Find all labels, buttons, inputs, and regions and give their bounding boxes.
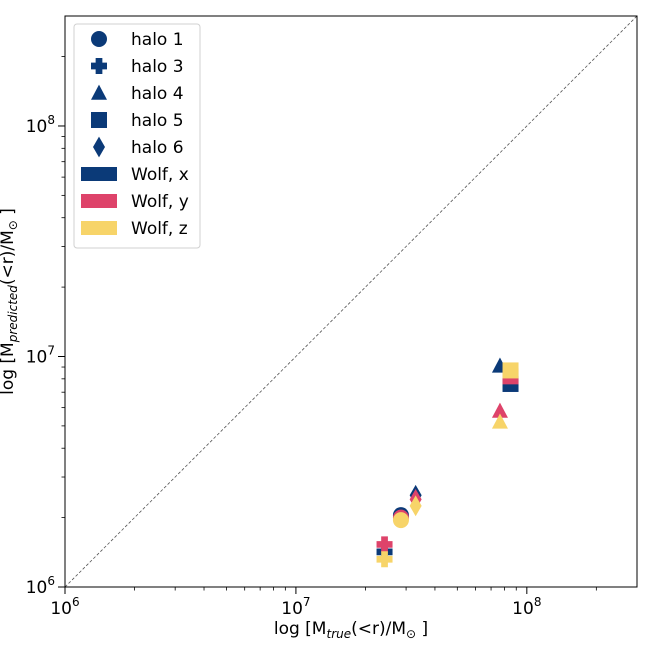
axes-frame <box>64 15 638 588</box>
legend-item: Wolf, y <box>81 192 189 212</box>
legend-rect-marker <box>81 194 117 208</box>
y-axis-label: log [Mpredicted(<r)/M⊙ ] <box>0 208 20 395</box>
legend: halo 1 halo 3 halo 4 halo 5 halo 6 Wolf, x Wol… <box>73 23 201 249</box>
legend-diamond-marker <box>93 136 105 158</box>
legend-item: halo 1 <box>91 30 184 50</box>
legend-label: halo 6 <box>131 138 184 158</box>
legend-rect-marker <box>81 167 117 181</box>
x-tick-label: 106 <box>50 595 79 619</box>
marker-halo1-z <box>392 512 409 529</box>
legend-rect-marker <box>81 221 117 235</box>
data-markers <box>376 357 519 568</box>
legend-item: Wolf, z <box>81 219 188 239</box>
legend-label: halo 3 <box>131 57 184 77</box>
marker-halo3-z <box>376 551 393 568</box>
legend-item: halo 3 <box>91 57 184 77</box>
x-tick-label: 107 <box>281 595 310 619</box>
marker-halo3-y <box>376 536 393 553</box>
marker-halo4-y <box>491 402 508 418</box>
y-tick-label: 106 <box>26 574 55 598</box>
x-tick-label: 108 <box>512 595 541 619</box>
y-tick-label: 108 <box>26 113 55 137</box>
marker-halo6-z <box>409 495 422 517</box>
axis-ticks: 106 107 108 106 107 108 <box>26 56 597 619</box>
legend-box <box>73 23 201 249</box>
legend-item: halo 5 <box>91 111 184 131</box>
legend-item: Wolf, x <box>81 165 189 185</box>
legend-item: halo 4 <box>91 84 184 104</box>
marker-halo4-z <box>491 413 508 429</box>
legend-label: halo 5 <box>131 111 184 131</box>
legend-label: Wolf, y <box>131 192 189 212</box>
marker-halo5-z <box>502 362 519 379</box>
legend-label: Wolf, z <box>131 219 188 239</box>
legend-label: halo 1 <box>131 30 184 50</box>
y-tick-label: 107 <box>26 343 55 367</box>
x-axis-label: log [Mtrue(<r)/M⊙ ] <box>274 619 428 641</box>
legend-triangle-marker <box>91 84 107 100</box>
legend-item: halo 6 <box>93 136 184 158</box>
legend-label: halo 4 <box>131 84 184 104</box>
legend-square-marker <box>91 112 107 128</box>
legend-circle-marker <box>91 31 107 47</box>
legend-label: Wolf, x <box>131 165 189 185</box>
legend-plus-marker <box>91 58 107 74</box>
